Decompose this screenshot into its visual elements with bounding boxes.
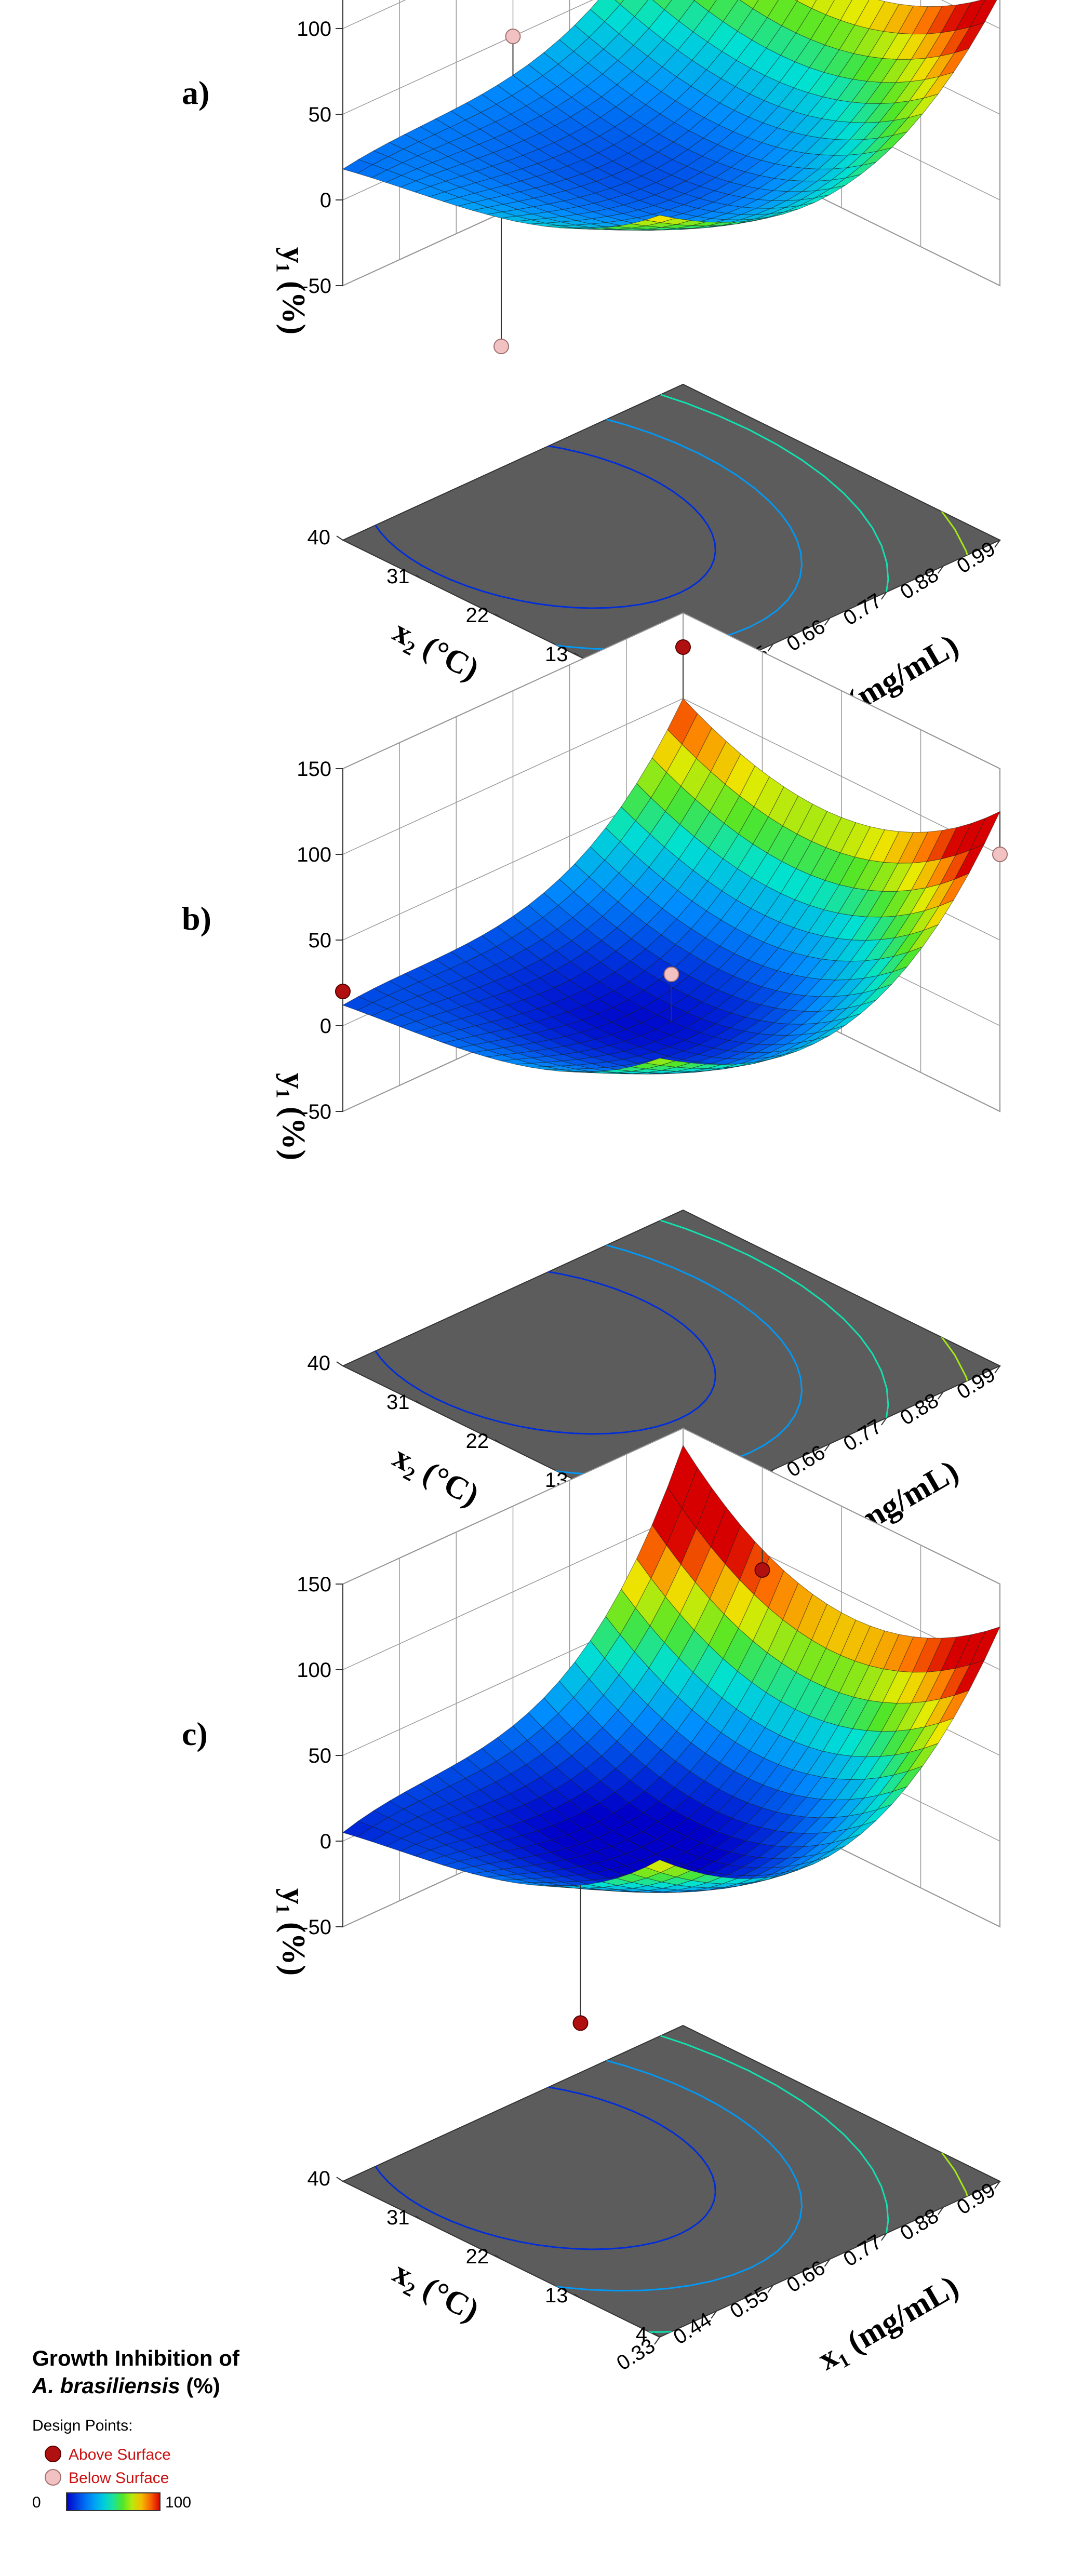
z-tick-label: 150 [297,1573,331,1596]
y-tick-label: 22 [466,604,489,627]
y-tick [415,2216,423,2221]
z-tick-label: 100 [297,18,331,41]
z-axis-title: y₁ (%) [276,1888,311,1976]
design-point-below [992,847,1008,862]
design-point-above [572,2015,589,2031]
panel-label: b) [182,900,211,937]
legend-below-marker [45,2469,61,2486]
z-tick-label: 50 [309,929,332,952]
y-tick-label: 22 [466,2245,489,2268]
x-tick [994,1365,1000,1374]
y-tick-label: 22 [466,1430,489,1453]
surface-cell [652,0,672,10]
z-tick-label: 150 [297,758,331,781]
response-surface [342,0,997,231]
x-tick [994,540,1000,548]
legend: Growth Inhibition of A. brasiliensis (%)… [32,2346,240,2511]
x-tick [938,566,944,574]
y-tick [495,1439,502,1444]
z-axis-title: y₁ (%) [276,1073,311,1160]
surface-cell [969,0,997,28]
colorbar-max-label: 100 [165,2494,191,2511]
x-tick [880,2233,887,2241]
x-tick [824,1443,831,1452]
design-point-below [493,339,509,354]
y-tick [336,2177,343,2182]
z-axis-title: y₁ (%) [276,247,311,334]
y-tick [495,2255,502,2260]
x-tick [654,2337,660,2345]
z-tick-label: 0 [320,1015,331,1038]
z-tick-label: 0 [320,189,331,212]
y-tick-label: 31 [386,565,410,588]
panel-label: a) [182,74,209,111]
legend-title-line2: A. brasiliensis (%) [32,2373,220,2398]
surface-cell [969,811,1001,851]
panel-1: -500501001500.330.440.550.660.770.880.99… [182,0,1001,736]
surface-cell [615,0,624,5]
panel-2: -500501001500.330.440.550.660.770.880.99… [182,612,1008,1562]
x-tick [994,2181,1000,2189]
x-tick [767,2285,774,2293]
legend-design-points-label: Design Points: [32,2417,132,2434]
y-tick-label: 13 [545,643,568,666]
y-tick [415,574,423,580]
x-tick [824,2259,831,2267]
x-tick [938,2207,944,2215]
z-tick-label: -50 [301,1916,331,1939]
response-surface [342,1444,1000,1893]
x-tick [711,2311,717,2319]
y-tick [653,2332,660,2338]
response-surface [342,698,1001,1075]
y-tick-label: 40 [308,526,331,549]
y-tick [495,613,502,619]
y-tick-label: 31 [386,2206,410,2229]
z-tick-label: 100 [297,843,331,866]
z-tick-label: -50 [301,275,331,298]
x-tick [824,618,831,626]
design-point-above [675,639,691,655]
surface-cell [797,0,817,9]
y-tick [573,2293,581,2299]
design-point-above [754,1562,770,1578]
colorbar-min-label: 0 [32,2494,41,2511]
z-tick-label: 100 [297,1659,331,1682]
x-tick [767,643,774,652]
panel-label: c) [182,1715,208,1752]
z-tick-label: 50 [309,103,332,126]
y-tick-label: 40 [308,2167,331,2190]
y-tick [573,652,581,658]
z-tick-label: 50 [309,1745,332,1767]
legend-units: (%) [180,2373,220,2398]
legend-below-label: Below Surface [69,2470,169,2487]
legend-species: A. brasiliensis [32,2373,180,2398]
colorbar [66,2492,161,2511]
design-point-below [663,967,679,982]
y-tick [415,1400,423,1405]
legend-above-marker [45,2446,61,2462]
design-point-above [335,984,351,999]
z-tick-label: -50 [301,1101,331,1123]
surface-cell [739,0,759,9]
surface-cell [811,0,835,16]
y-tick-label: 40 [308,1352,331,1375]
surface-cell [693,0,717,12]
legend-above-label: Above Surface [69,2446,171,2463]
legend-title-line1: Growth Inhibition of [32,2346,240,2370]
y-tick-label: 31 [386,1391,410,1414]
z-tick-label: 0 [320,1830,331,1853]
panel-3: -500501001500.330.440.550.660.770.880.99… [182,1427,1001,2377]
y-tick [336,535,343,541]
design-point-below [505,29,521,44]
y-tick [336,1361,343,1366]
x-tick [938,1391,944,1400]
y-tick-label: 13 [545,2284,568,2307]
surface-cell [969,1626,1000,1666]
x-axis-title: x₁ (mg/mL) [812,2269,964,2377]
y-tick-label: 4 [636,2323,647,2346]
x-tick [880,1417,887,1426]
x-tick [880,592,887,600]
